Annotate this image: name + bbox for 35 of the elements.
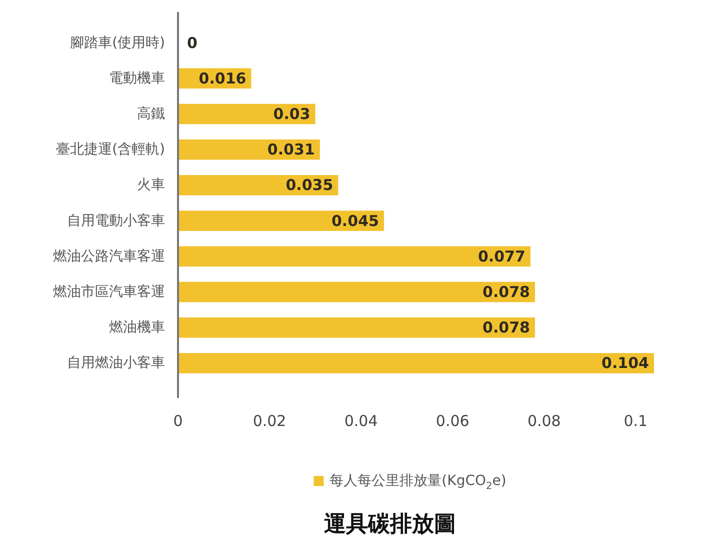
x-tick-label: 0.06 [436, 412, 470, 430]
data-label: 0.031 [267, 140, 315, 159]
y-tick-label: 臺北捷運(含輕軌) [56, 142, 165, 158]
y-tick-label: 電動機車 [109, 70, 165, 86]
y-tick-label: 燃油機車 [109, 320, 165, 336]
x-tick-label: 0.1 [624, 412, 648, 430]
y-tick-label: 火車 [137, 177, 165, 194]
y-tick-label: 高鐵 [137, 106, 165, 122]
bar [178, 210, 384, 231]
data-label: 0.077 [478, 247, 526, 266]
bar [178, 282, 535, 302]
data-label: 0.078 [482, 318, 530, 337]
y-tick-label: 燃油市區汽車客運 [53, 284, 165, 300]
y-tick-label: 自用燃油小客車 [67, 355, 165, 372]
bar [178, 104, 316, 124]
data-label: 0.078 [482, 283, 530, 301]
data-label: 0.045 [332, 212, 379, 230]
x-tick-label: 0.08 [527, 412, 561, 430]
bar [178, 246, 530, 267]
data-label: 0.03 [273, 105, 310, 123]
legend-label: 每人每公里排放量(KgCO$_{2}$e) [330, 473, 506, 492]
x-tick-label: 0 [173, 412, 183, 430]
y-tick-label: 燃油公路汽車客運 [53, 248, 165, 264]
bar [178, 317, 535, 338]
data-label: 0 [187, 34, 198, 52]
data-label: 0.104 [602, 354, 649, 372]
bar [178, 175, 338, 196]
text: 運具碳排放圖 [324, 512, 456, 536]
y-tick-label: 自用電動小客車 [67, 212, 165, 229]
x-tick-label: 0.02 [252, 412, 286, 430]
y-tick-label: 腳踏車(使用時) [70, 34, 165, 51]
data-label: 0.016 [198, 69, 246, 88]
x-tick-label: 0.04 [344, 412, 378, 430]
data-label: 0.035 [286, 176, 334, 194]
bar [178, 353, 654, 374]
